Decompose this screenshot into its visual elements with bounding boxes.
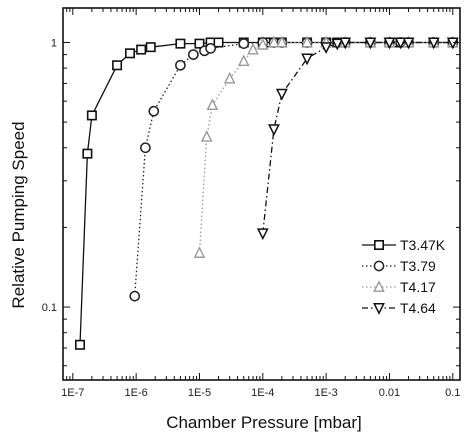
- axes: 1E-7 1E-6 1E-5 1E-4 1E-3 0.01 0.1 1 0.1: [42, 7, 461, 399]
- legend-label: T3.79: [400, 258, 436, 274]
- data-point: [331, 38, 344, 51]
- data-point: [140, 142, 151, 154]
- x-tick-label: 1E-7: [61, 387, 84, 399]
- data-point: [268, 124, 280, 137]
- x-tick-label: 1E-5: [188, 387, 211, 399]
- x-tick-label: 1E-6: [125, 387, 148, 399]
- data-point: [223, 71, 236, 84]
- data-point: [148, 105, 160, 117]
- data-point: [75, 339, 86, 350]
- data-point: [301, 35, 313, 48]
- legend-item: T4.17: [362, 279, 436, 295]
- legend-label: T4.17: [400, 279, 436, 295]
- legend-item: T4.64: [362, 300, 436, 316]
- legend: T3.47K T3.79 T4.17 T4.64: [362, 237, 446, 316]
- x-tick-label: 0.1: [445, 387, 460, 399]
- data-point: [145, 42, 156, 53]
- data-point: [175, 38, 186, 49]
- data-point: [237, 54, 250, 67]
- data-point: [402, 37, 415, 50]
- legend-label: T3.47K: [400, 237, 446, 253]
- data-point: [301, 53, 313, 66]
- legend-marker: [373, 280, 385, 292]
- legend-marker: [373, 240, 384, 251]
- data-point: [276, 35, 288, 48]
- data-point: [320, 42, 333, 55]
- legend-item: T3.47K: [362, 237, 446, 253]
- data-point: [86, 110, 97, 121]
- data-point: [256, 38, 269, 50]
- data-point: [206, 98, 219, 110]
- x-tick-label: 0.01: [379, 387, 400, 399]
- data-point: [394, 37, 407, 50]
- plot-frame: [62, 7, 461, 381]
- data-point: [268, 35, 280, 48]
- data-point: [256, 228, 269, 241]
- data-point: [364, 37, 377, 50]
- x-tick-label: 1E-4: [251, 387, 274, 399]
- data-point: [112, 60, 123, 71]
- series-line: [198, 41, 453, 254]
- data-point: [205, 43, 216, 54]
- data-point: [213, 37, 224, 48]
- series-4: [256, 37, 459, 241]
- x-axis-title: Chamber Pressure [mbar]: [166, 413, 362, 432]
- data-point: [383, 37, 396, 50]
- data-point: [129, 290, 141, 302]
- data-point: [275, 88, 288, 101]
- series-line: [262, 41, 453, 234]
- data-point: [82, 148, 93, 159]
- y-axis-title: Relative Pumping Speed: [9, 121, 28, 308]
- data-point: [187, 49, 199, 60]
- legend-item: T3.79: [362, 258, 436, 274]
- data-point: [247, 42, 259, 55]
- series-3: [193, 35, 459, 258]
- legend-label: T4.64: [400, 300, 436, 316]
- x-tick-label: 1E-3: [315, 387, 338, 399]
- y-tick-label: 0.1: [42, 302, 57, 314]
- legend-marker: [373, 260, 385, 272]
- data-point: [193, 246, 206, 258]
- data-point: [175, 59, 186, 71]
- y-tick-label: 1: [51, 37, 57, 49]
- legend-marker: [373, 303, 385, 315]
- data-point: [339, 37, 352, 50]
- plot-area: [75, 35, 459, 350]
- data-point: [427, 37, 440, 50]
- data-point: [136, 44, 147, 55]
- data-point: [125, 48, 136, 59]
- data-point: [238, 38, 250, 49]
- data-point: [200, 130, 213, 142]
- data-point: [194, 38, 205, 49]
